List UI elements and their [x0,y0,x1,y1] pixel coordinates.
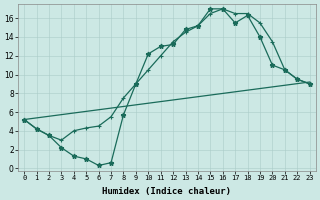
X-axis label: Humidex (Indice chaleur): Humidex (Indice chaleur) [102,187,231,196]
